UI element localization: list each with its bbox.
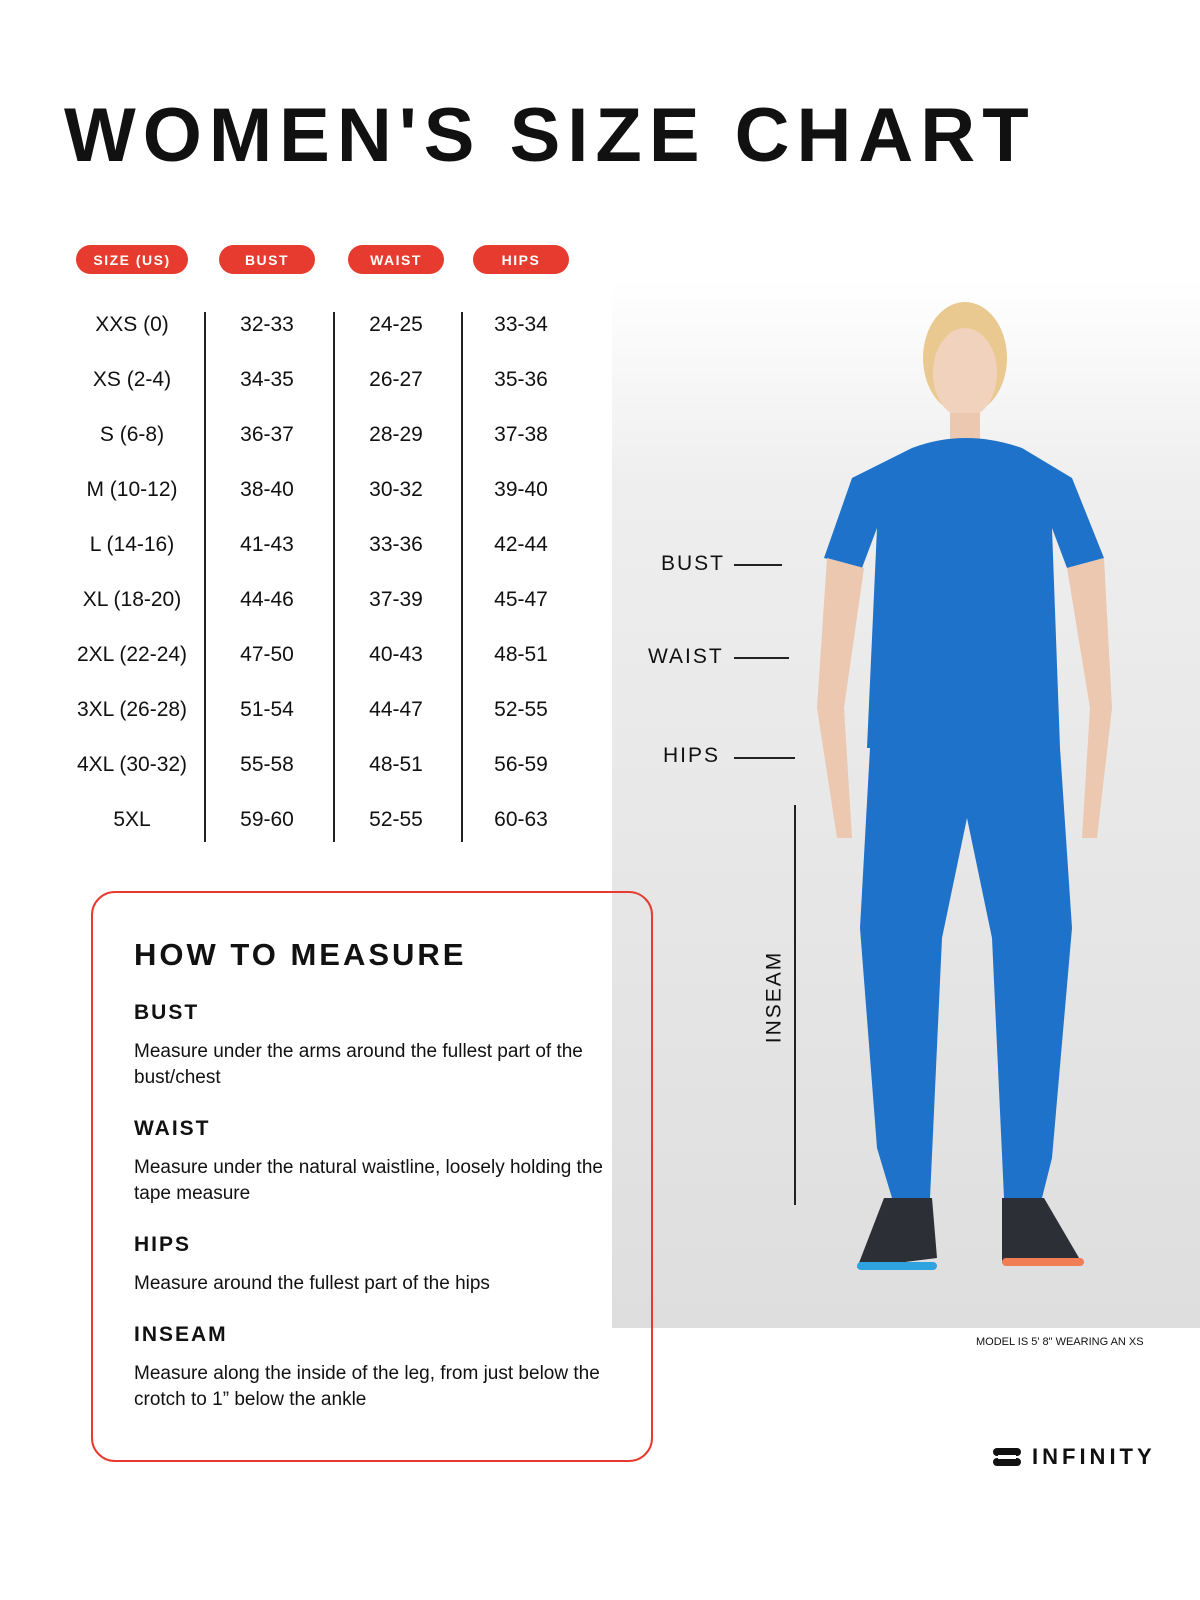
table-cell: 41-43 <box>240 533 294 556</box>
brand-name: INFINITY <box>1032 1444 1156 1469</box>
table-cell: 52-55 <box>494 698 548 721</box>
column-divider <box>333 312 335 842</box>
table-cell: 37-39 <box>369 588 423 611</box>
table-cell: 32-33 <box>240 313 294 336</box>
table-cell: 37-38 <box>494 423 548 446</box>
column-header: SIZE (US) <box>76 245 188 274</box>
hips-label: HIPS <box>663 744 721 767</box>
inseam-section: INSEAM Measure along the inside of the le… <box>134 1323 604 1413</box>
how-to-measure-box: HOW TO MEASURE BUST Measure under the arm… <box>91 891 653 1462</box>
table-cell: 55-58 <box>240 753 294 776</box>
table-cell: 28-29 <box>369 423 423 446</box>
waist-line <box>734 657 789 659</box>
section-text: Measure along the inside of the leg, fro… <box>134 1363 600 1410</box>
column-header: WAIST <box>348 245 444 274</box>
table-cell: 24-25 <box>369 313 423 336</box>
table-cell: L (14-16) <box>89 533 175 556</box>
page-title: WOMEN'S SIZE CHART <box>64 93 1036 178</box>
inseam-line <box>794 805 796 1205</box>
waist-label: WAIST <box>648 645 724 668</box>
table-cell: 34-35 <box>240 368 294 391</box>
table-cell: 39-40 <box>494 478 548 501</box>
table-cell: 45-47 <box>494 588 548 611</box>
model-note: MODEL IS 5' 8" WEARING AN XS <box>976 1336 1144 1348</box>
table-cell: XS (2-4) <box>92 368 172 391</box>
table-cell: 5XL <box>113 808 151 831</box>
section-text: Measure under the natural waistline, loo… <box>134 1157 603 1204</box>
table-cell: 33-34 <box>494 313 548 336</box>
table-cell: 2XL (22-24) <box>76 643 188 666</box>
table-cell: 59-60 <box>240 808 294 831</box>
section-heading: INSEAM <box>134 1323 228 1346</box>
table-cell: 44-46 <box>240 588 294 611</box>
column-divider <box>461 312 463 842</box>
section-heading: BUST <box>134 1001 200 1024</box>
table-cell: S (6-8) <box>99 423 165 446</box>
table-cell: XXS (0) <box>95 313 169 336</box>
column-divider <box>204 312 206 842</box>
hips-line <box>734 757 795 759</box>
bust-line <box>734 564 782 566</box>
table-cell: 47-50 <box>240 643 294 666</box>
waist-section: WAIST Measure under the natural waistline… <box>134 1117 604 1207</box>
brand-logo: INFINITY <box>992 1444 1156 1470</box>
table-cell: 48-51 <box>494 643 548 666</box>
model-figure <box>817 302 1112 1270</box>
table-cell: 44-47 <box>369 698 423 721</box>
column-header: HIPS <box>473 245 569 274</box>
section-text: Measure around the fullest part of the h… <box>134 1273 490 1294</box>
section-text: Measure under the arms around the fulles… <box>134 1041 583 1088</box>
table-cell: M (10-12) <box>86 478 178 501</box>
table-cell: 4XL (30-32) <box>76 753 188 776</box>
table-cell: 42-44 <box>494 533 548 556</box>
table-cell: 36-37 <box>240 423 294 446</box>
table-cell: 35-36 <box>494 368 548 391</box>
column-header: BUST <box>219 245 315 274</box>
table-cell: 33-36 <box>369 533 423 556</box>
table-cell: 26-27 <box>369 368 423 391</box>
table-cell: 56-59 <box>494 753 548 776</box>
table-cell: 52-55 <box>369 808 423 831</box>
table-cell: 30-32 <box>369 478 423 501</box>
hips-section: HIPS Measure around the fullest part of t… <box>134 1233 604 1297</box>
table-cell: XL (18-20) <box>82 588 182 611</box>
table-cell: 3XL (26-28) <box>76 698 188 721</box>
how-to-title: HOW TO MEASURE <box>134 937 467 972</box>
table-cell: 51-54 <box>240 698 294 721</box>
table-cell: 38-40 <box>240 478 294 501</box>
table-cell: 48-51 <box>369 753 423 776</box>
table-cell: 60-63 <box>494 808 548 831</box>
bust-label: BUST <box>661 552 726 575</box>
bust-section: BUST Measure under the arms around the fu… <box>134 1001 604 1091</box>
infinity-logo-icon <box>993 1448 1021 1466</box>
inseam-label: INSEAM <box>762 950 786 1044</box>
section-heading: HIPS <box>134 1233 192 1256</box>
model-photo <box>612 278 1200 1328</box>
section-heading: WAIST <box>134 1117 211 1140</box>
table-cell: 40-43 <box>369 643 423 666</box>
